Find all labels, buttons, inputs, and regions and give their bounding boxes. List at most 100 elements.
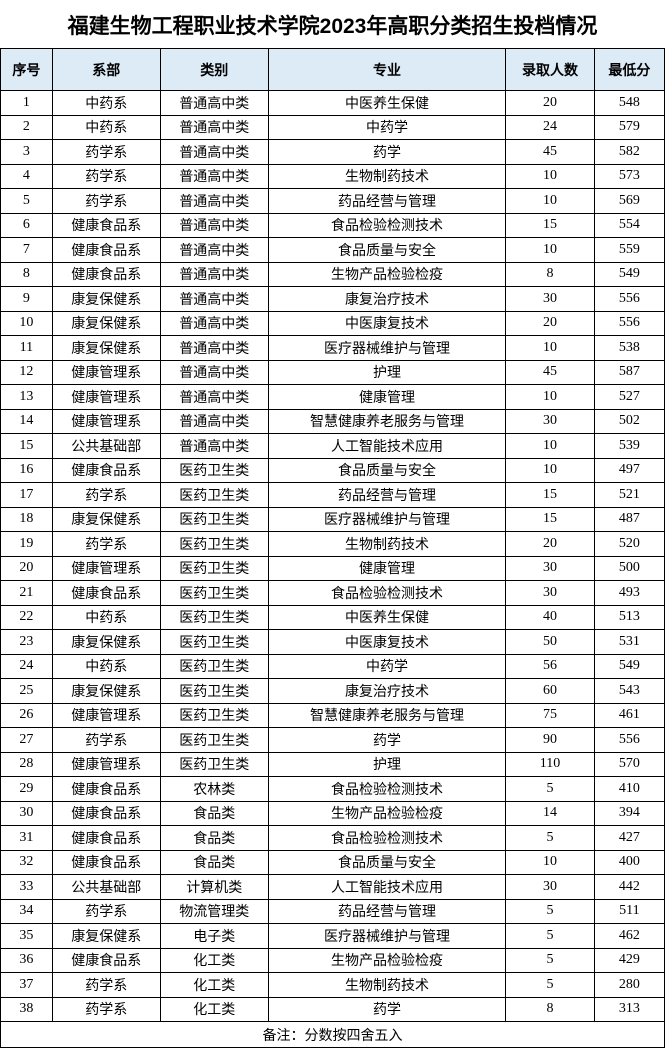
cell-dept: 健康食品系 <box>52 801 160 826</box>
cell-score: 531 <box>594 630 664 655</box>
cell-dept: 药学系 <box>52 899 160 924</box>
table-row: 20健康管理系医药卫生类健康管理30500 <box>1 556 665 581</box>
cell-cat: 普通高中类 <box>160 360 268 385</box>
col-header-count: 录取人数 <box>506 49 595 91</box>
cell-score: 559 <box>594 238 664 263</box>
page-container: 福建生物工程职业技术学院2023年高职分类招生投档情况 序号 系部 类别 专业 … <box>0 0 665 1048</box>
cell-score: 513 <box>594 605 664 630</box>
cell-cat: 医药卫生类 <box>160 703 268 728</box>
table-row: 37药学系化工类生物制药技术5280 <box>1 973 665 998</box>
cell-count: 5 <box>506 924 595 949</box>
cell-major: 生物产品检验检疫 <box>268 262 506 287</box>
table-row: 26健康管理系医药卫生类智慧健康养老服务与管理75461 <box>1 703 665 728</box>
table-row: 30健康食品系食品类生物产品检验检疫14394 <box>1 801 665 826</box>
cell-cat: 医药卫生类 <box>160 654 268 679</box>
cell-no: 27 <box>1 728 53 753</box>
table-row: 7健康食品系普通高中类食品质量与安全10559 <box>1 238 665 263</box>
cell-score: 410 <box>594 777 664 802</box>
cell-count: 45 <box>506 140 595 165</box>
cell-score: 280 <box>594 973 664 998</box>
cell-score: 461 <box>594 703 664 728</box>
cell-count: 40 <box>506 605 595 630</box>
table-row: 24中药系医药卫生类中药学56549 <box>1 654 665 679</box>
table-row: 18康复保健系医药卫生类医疗器械维护与管理15487 <box>1 507 665 532</box>
cell-major: 中药学 <box>268 115 506 140</box>
cell-no: 9 <box>1 287 53 312</box>
table-row: 17药学系医药卫生类药品经营与管理15521 <box>1 483 665 508</box>
cell-major: 健康管理 <box>268 556 506 581</box>
cell-dept: 康复保健系 <box>52 287 160 312</box>
table-row: 15公共基础部普通高中类人工智能技术应用10539 <box>1 434 665 459</box>
cell-dept: 健康食品系 <box>52 581 160 606</box>
cell-count: 5 <box>506 948 595 973</box>
cell-no: 22 <box>1 605 53 630</box>
cell-score: 394 <box>594 801 664 826</box>
cell-score: 511 <box>594 899 664 924</box>
cell-no: 10 <box>1 311 53 336</box>
cell-no: 20 <box>1 556 53 581</box>
cell-cat: 计算机类 <box>160 875 268 900</box>
cell-major: 中医养生保健 <box>268 605 506 630</box>
cell-no: 37 <box>1 973 53 998</box>
cell-dept: 康复保健系 <box>52 507 160 532</box>
cell-major: 药品经营与管理 <box>268 189 506 214</box>
cell-major: 中医康复技术 <box>268 311 506 336</box>
cell-no: 3 <box>1 140 53 165</box>
table-row: 4药学系普通高中类生物制药技术10573 <box>1 164 665 189</box>
cell-cat: 医药卫生类 <box>160 507 268 532</box>
cell-no: 32 <box>1 850 53 875</box>
cell-count: 15 <box>506 483 595 508</box>
cell-cat: 普通高中类 <box>160 287 268 312</box>
cell-dept: 药学系 <box>52 973 160 998</box>
cell-cat: 医药卫生类 <box>160 581 268 606</box>
cell-dept: 药学系 <box>52 189 160 214</box>
table-row: 38药学系化工类药学8313 <box>1 997 665 1022</box>
cell-no: 15 <box>1 434 53 459</box>
table-row: 16健康食品系医药卫生类食品质量与安全10497 <box>1 458 665 483</box>
table-row: 23康复保健系医药卫生类中医康复技术50531 <box>1 630 665 655</box>
cell-no: 33 <box>1 875 53 900</box>
col-header-major: 专业 <box>268 49 506 91</box>
cell-count: 15 <box>506 507 595 532</box>
cell-major: 健康管理 <box>268 385 506 410</box>
cell-cat: 普通高中类 <box>160 164 268 189</box>
cell-count: 10 <box>506 238 595 263</box>
cell-count: 10 <box>506 164 595 189</box>
cell-count: 75 <box>506 703 595 728</box>
cell-major: 医疗器械维护与管理 <box>268 507 506 532</box>
cell-score: 570 <box>594 752 664 777</box>
cell-cat: 食品类 <box>160 826 268 851</box>
cell-count: 10 <box>506 189 595 214</box>
cell-count: 5 <box>506 899 595 924</box>
cell-no: 34 <box>1 899 53 924</box>
cell-score: 538 <box>594 336 664 361</box>
cell-score: 427 <box>594 826 664 851</box>
admission-table: 序号 系部 类别 专业 录取人数 最低分 1中药系普通高中类中医养生保健2054… <box>0 48 665 1048</box>
cell-cat: 化工类 <box>160 997 268 1022</box>
cell-cat: 医药卫生类 <box>160 630 268 655</box>
cell-major: 中医养生保健 <box>268 91 506 116</box>
cell-no: 31 <box>1 826 53 851</box>
table-row: 5药学系普通高中类药品经营与管理10569 <box>1 189 665 214</box>
cell-dept: 健康食品系 <box>52 213 160 238</box>
cell-cat: 医药卫生类 <box>160 679 268 704</box>
cell-count: 50 <box>506 630 595 655</box>
cell-cat: 普通高中类 <box>160 409 268 434</box>
cell-dept: 中药系 <box>52 91 160 116</box>
table-row: 10康复保健系普通高中类中医康复技术20556 <box>1 311 665 336</box>
col-header-cat: 类别 <box>160 49 268 91</box>
cell-count: 30 <box>506 556 595 581</box>
cell-count: 30 <box>506 409 595 434</box>
cell-score: 442 <box>594 875 664 900</box>
cell-score: 500 <box>594 556 664 581</box>
cell-dept: 中药系 <box>52 605 160 630</box>
cell-cat: 医药卫生类 <box>160 458 268 483</box>
table-row: 14健康管理系普通高中类智慧健康养老服务与管理30502 <box>1 409 665 434</box>
cell-major: 生物产品检验检疫 <box>268 801 506 826</box>
cell-dept: 健康管理系 <box>52 360 160 385</box>
table-row: 3药学系普通高中类药学45582 <box>1 140 665 165</box>
cell-dept: 健康管理系 <box>52 409 160 434</box>
cell-dept: 公共基础部 <box>52 875 160 900</box>
cell-no: 23 <box>1 630 53 655</box>
cell-cat: 电子类 <box>160 924 268 949</box>
